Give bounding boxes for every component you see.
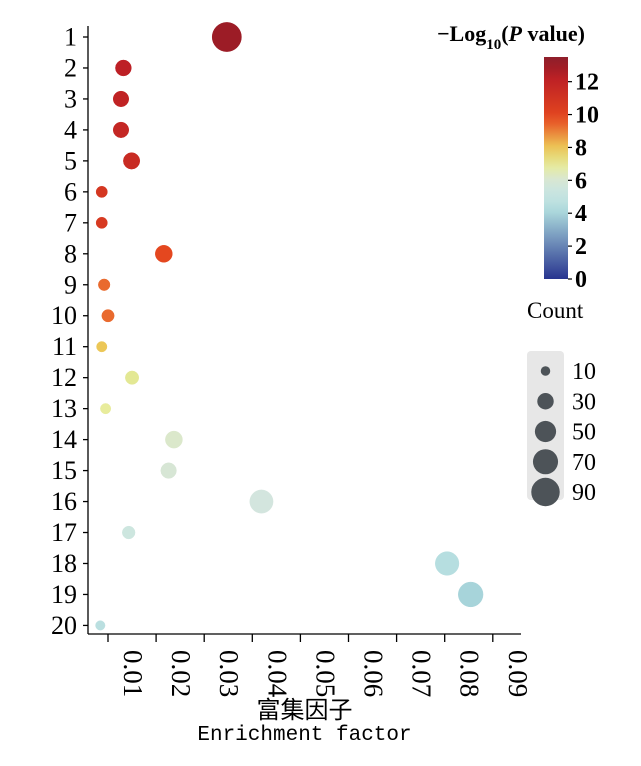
svg-text:16: 16 bbox=[51, 487, 77, 516]
svg-text:15: 15 bbox=[51, 456, 77, 485]
svg-text:12: 12 bbox=[575, 70, 599, 96]
svg-text:0.05: 0.05 bbox=[310, 650, 340, 697]
svg-text:0.03: 0.03 bbox=[214, 650, 244, 697]
svg-text:90: 90 bbox=[572, 480, 596, 506]
svg-text:Enrichment factor: Enrichment factor bbox=[197, 724, 411, 747]
svg-text:0.01: 0.01 bbox=[118, 650, 148, 697]
svg-text:0.02: 0.02 bbox=[166, 650, 196, 697]
svg-text:50: 50 bbox=[572, 420, 596, 446]
svg-text:7: 7 bbox=[64, 208, 77, 237]
svg-text:10: 10 bbox=[572, 359, 596, 385]
svg-text:0.06: 0.06 bbox=[359, 650, 389, 697]
svg-text:13: 13 bbox=[51, 394, 77, 423]
svg-text:70: 70 bbox=[572, 450, 596, 476]
svg-text:11: 11 bbox=[52, 332, 77, 361]
svg-text:14: 14 bbox=[51, 425, 77, 454]
svg-text:5: 5 bbox=[64, 146, 77, 175]
svg-text:6: 6 bbox=[575, 168, 587, 194]
svg-text:Count: Count bbox=[527, 298, 584, 323]
svg-text:17: 17 bbox=[51, 518, 77, 547]
svg-text:6: 6 bbox=[64, 177, 77, 206]
svg-text:4: 4 bbox=[64, 115, 77, 144]
svg-text:30: 30 bbox=[572, 389, 596, 415]
svg-text:19: 19 bbox=[51, 580, 77, 609]
svg-text:2: 2 bbox=[575, 234, 587, 260]
svg-text:−Log10(P value): −Log10(P value) bbox=[437, 21, 585, 53]
svg-text:10: 10 bbox=[51, 301, 77, 330]
svg-text:0.04: 0.04 bbox=[262, 650, 292, 698]
svg-text:0.09: 0.09 bbox=[503, 650, 533, 697]
svg-text:0: 0 bbox=[575, 267, 587, 293]
svg-text:8: 8 bbox=[64, 239, 77, 268]
svg-text:3: 3 bbox=[64, 84, 77, 113]
svg-text:1: 1 bbox=[64, 23, 77, 52]
svg-text:富集因子: 富集因子 bbox=[257, 697, 353, 724]
svg-text:10: 10 bbox=[575, 103, 599, 129]
svg-text:0.08: 0.08 bbox=[455, 650, 485, 697]
svg-text:9: 9 bbox=[64, 270, 77, 299]
svg-text:12: 12 bbox=[51, 363, 77, 392]
svg-text:2: 2 bbox=[64, 53, 77, 82]
svg-text:18: 18 bbox=[51, 549, 77, 578]
svg-text:0.07: 0.07 bbox=[407, 650, 437, 697]
svg-text:20: 20 bbox=[51, 611, 77, 640]
svg-text:4: 4 bbox=[575, 201, 587, 227]
svg-text:8: 8 bbox=[575, 135, 587, 161]
